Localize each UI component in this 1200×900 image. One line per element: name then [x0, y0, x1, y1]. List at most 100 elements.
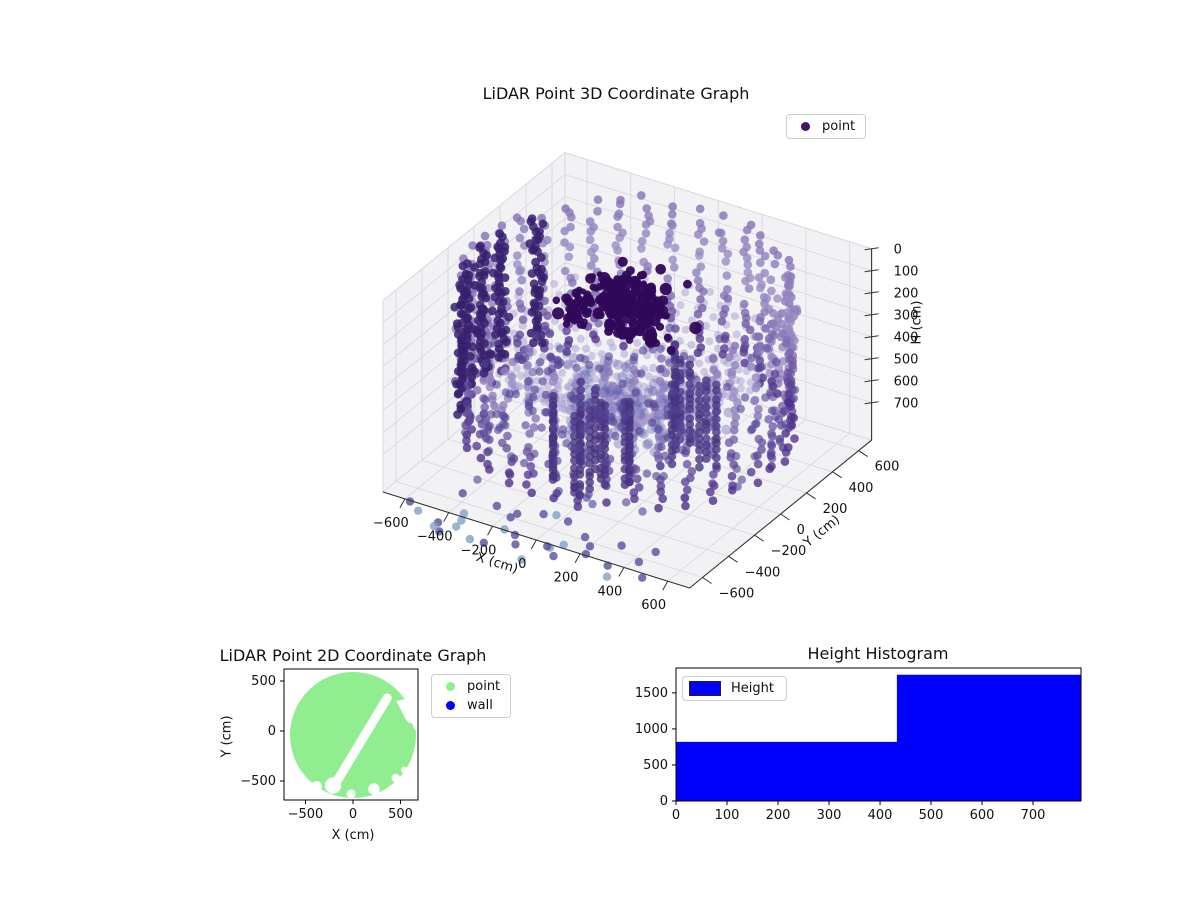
lidar-point [634, 325, 646, 337]
lidar-point [453, 410, 462, 419]
lidar-point [725, 353, 734, 362]
plot2d-legend-label-point: point [467, 679, 501, 694]
lidar-point [730, 360, 740, 370]
lidar-point [600, 401, 610, 410]
lidar-point [480, 395, 490, 404]
lidar-point [718, 350, 728, 359]
lidar-point [695, 462, 704, 472]
histogram-x-tick-label: 700 [1021, 808, 1046, 823]
plot2d-x-tick-label: 500 [388, 807, 413, 822]
lidar-point [657, 295, 669, 307]
lidar-point [668, 255, 677, 265]
lidar-point [752, 332, 761, 341]
lidar-point [712, 461, 721, 471]
lidar-point [601, 457, 611, 466]
gap-pocket [368, 783, 380, 795]
plot3d-x-tick-label: −400 [417, 530, 453, 545]
lidar-point [465, 534, 475, 544]
lidar-point [638, 346, 648, 355]
lidar-point [767, 406, 777, 415]
lidar-point [682, 485, 692, 495]
lidar-point [602, 498, 611, 507]
lidar-point [521, 421, 530, 430]
lidar-point [666, 345, 676, 355]
lidar-point [784, 314, 793, 324]
lidar-point [767, 439, 776, 449]
plot3d-h-tick-label: 100 [894, 265, 919, 280]
lidar-point [485, 382, 495, 392]
lidar-point [779, 407, 789, 416]
lidar-point [766, 275, 776, 285]
lidar-point [623, 309, 631, 317]
lidar-point [644, 372, 653, 381]
histogram-legend: Height [682, 676, 787, 701]
lidar-point [527, 488, 536, 498]
lidar-point [548, 411, 558, 421]
lidar-point [581, 401, 590, 410]
lidar-point [585, 471, 594, 481]
lidar-point [541, 408, 550, 417]
lidar-point [685, 360, 695, 370]
lidar-point [786, 381, 795, 390]
lidar-point [764, 415, 773, 424]
lidar-point [547, 364, 557, 373]
lidar-point [584, 490, 593, 499]
plot2d-y-tick-label: 0 [268, 724, 276, 739]
plot3d-h-tick-label: 0 [894, 243, 902, 258]
lidar-point [588, 499, 597, 509]
lidar-point [583, 307, 592, 317]
lidar-point [613, 359, 624, 370]
plot2d-x-tick-label: −500 [288, 807, 324, 822]
histogram-y-tick-label: 0 [660, 794, 668, 809]
lidar-point [727, 370, 737, 380]
lidar-point [550, 279, 559, 288]
lidar-point [693, 348, 703, 358]
lidar-point [784, 295, 794, 304]
lidar-point [472, 385, 482, 395]
lidar-point [754, 239, 764, 249]
lidar-point [571, 309, 582, 320]
lidar-point [652, 339, 661, 347]
lidar-point [664, 456, 673, 465]
lidar-point [696, 262, 706, 272]
lidar-point [771, 412, 780, 421]
lidar-point [479, 376, 489, 385]
lidar-point [731, 451, 741, 461]
lidar-point [548, 448, 558, 457]
plot3d-y-tick-label: 600 [875, 460, 900, 475]
lidar-point [615, 199, 625, 209]
lidar-point [592, 284, 600, 292]
lidar-point [780, 457, 790, 466]
lidar-point [576, 353, 585, 363]
lidar-point [514, 354, 523, 363]
lidar-point [614, 278, 624, 288]
lidar-point [487, 306, 497, 316]
lidar-point [543, 311, 552, 321]
lidar-point [489, 338, 499, 347]
lidar-point [728, 346, 737, 355]
lidar-point [643, 438, 654, 449]
lidar-point [743, 260, 753, 270]
lidar-point [460, 291, 470, 300]
lidar-point [635, 427, 644, 436]
lidar-point [458, 261, 468, 271]
lidar-point [640, 301, 648, 309]
lidar-point [565, 242, 575, 252]
lidar-point [555, 344, 565, 353]
plot3d-y-tick-label: 200 [823, 502, 848, 517]
plot2d-legend-item-point: point [440, 679, 500, 694]
lidar-point [532, 331, 541, 340]
lidar-point [475, 271, 485, 281]
lidar-point [677, 422, 686, 431]
lidar-point [656, 461, 665, 471]
lidar-point [599, 411, 608, 420]
lidar-point [629, 463, 638, 473]
lidar-point [680, 493, 689, 502]
lidar-point [586, 366, 596, 377]
lidar-point [710, 421, 719, 431]
lidar-point [517, 275, 527, 285]
plot2d-y-tick-label: 500 [251, 674, 276, 689]
gap-band [331, 693, 392, 788]
plot3d-h-tick-label: 500 [894, 353, 919, 368]
